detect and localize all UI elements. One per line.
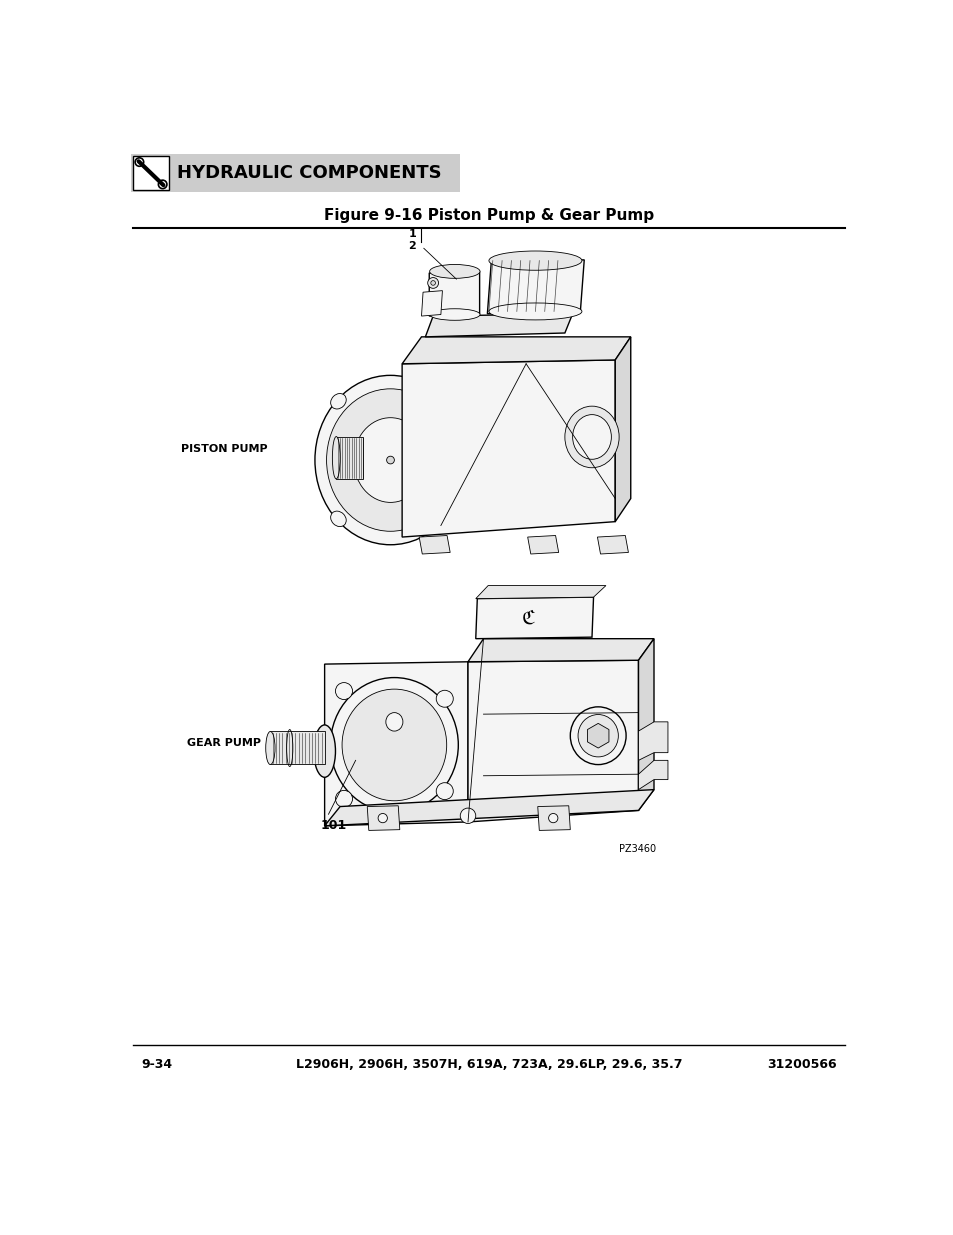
- Circle shape: [459, 808, 476, 824]
- Ellipse shape: [578, 715, 618, 757]
- Ellipse shape: [335, 683, 353, 699]
- Polygon shape: [597, 536, 628, 555]
- Circle shape: [427, 278, 438, 288]
- Polygon shape: [487, 259, 583, 314]
- Circle shape: [427, 293, 438, 304]
- Text: 1: 1: [408, 230, 416, 240]
- Ellipse shape: [314, 725, 335, 777]
- Text: HYDRAULIC COMPONENTS: HYDRAULIC COMPONENTS: [177, 164, 441, 182]
- Text: L2906H, 2906H, 3507H, 619A, 723A, 29.6LP, 29.6, 35.7: L2906H, 2906H, 3507H, 619A, 723A, 29.6LP…: [295, 1058, 681, 1071]
- Polygon shape: [615, 337, 630, 521]
- Circle shape: [135, 158, 144, 167]
- Bar: [131, 153, 459, 193]
- Ellipse shape: [435, 394, 450, 409]
- Polygon shape: [324, 662, 468, 826]
- Polygon shape: [638, 761, 667, 789]
- Ellipse shape: [429, 309, 479, 320]
- Ellipse shape: [429, 264, 479, 278]
- Ellipse shape: [354, 417, 427, 503]
- Text: PZ3460: PZ3460: [618, 844, 656, 853]
- Ellipse shape: [488, 251, 581, 270]
- Ellipse shape: [570, 706, 625, 764]
- Circle shape: [386, 456, 394, 464]
- Text: PISTON PUMP: PISTON PUMP: [180, 443, 267, 453]
- Ellipse shape: [342, 689, 446, 800]
- Polygon shape: [324, 789, 654, 826]
- Ellipse shape: [331, 511, 346, 526]
- Ellipse shape: [326, 389, 454, 531]
- Ellipse shape: [436, 690, 453, 708]
- Circle shape: [548, 814, 558, 823]
- Text: ℭ: ℭ: [521, 609, 535, 627]
- Text: GEAR PUMP: GEAR PUMP: [187, 739, 260, 748]
- Polygon shape: [418, 536, 450, 555]
- Ellipse shape: [332, 436, 340, 479]
- Polygon shape: [367, 805, 399, 830]
- Ellipse shape: [385, 713, 402, 731]
- Ellipse shape: [436, 783, 453, 799]
- Text: 2: 2: [408, 241, 416, 251]
- Ellipse shape: [572, 415, 611, 459]
- Polygon shape: [638, 721, 667, 761]
- Polygon shape: [429, 272, 479, 316]
- Ellipse shape: [564, 406, 618, 468]
- Circle shape: [137, 161, 141, 163]
- Text: 31200566: 31200566: [766, 1058, 836, 1071]
- Polygon shape: [270, 731, 324, 764]
- Ellipse shape: [330, 678, 457, 813]
- Circle shape: [431, 280, 435, 285]
- Polygon shape: [587, 724, 608, 748]
- Polygon shape: [402, 337, 630, 364]
- Polygon shape: [476, 597, 593, 638]
- Polygon shape: [468, 638, 654, 662]
- Ellipse shape: [266, 731, 274, 764]
- Polygon shape: [537, 805, 570, 830]
- Bar: [133, 156, 169, 190]
- Text: 9-34: 9-34: [141, 1058, 172, 1071]
- Circle shape: [431, 296, 435, 300]
- Ellipse shape: [314, 375, 466, 545]
- Polygon shape: [638, 638, 654, 810]
- Ellipse shape: [488, 303, 581, 320]
- Polygon shape: [425, 314, 572, 337]
- Ellipse shape: [331, 394, 346, 409]
- Polygon shape: [476, 585, 605, 599]
- Text: Figure 9-16 Piston Pump & Gear Pump: Figure 9-16 Piston Pump & Gear Pump: [323, 207, 654, 222]
- Polygon shape: [527, 536, 558, 555]
- Text: 101: 101: [320, 819, 347, 832]
- Ellipse shape: [335, 790, 353, 808]
- Polygon shape: [335, 437, 363, 479]
- Polygon shape: [402, 359, 615, 537]
- Circle shape: [377, 814, 387, 823]
- Ellipse shape: [435, 511, 450, 526]
- Circle shape: [161, 183, 164, 186]
- Polygon shape: [468, 661, 638, 823]
- Polygon shape: [421, 290, 442, 316]
- Circle shape: [158, 180, 167, 189]
